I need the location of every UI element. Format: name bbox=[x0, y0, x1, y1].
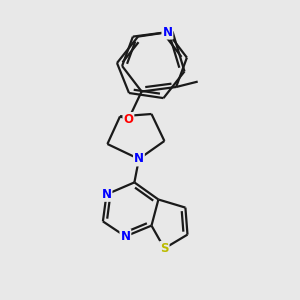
Text: S: S bbox=[160, 242, 169, 255]
Text: N: N bbox=[101, 188, 112, 201]
Text: N: N bbox=[162, 26, 172, 39]
Text: N: N bbox=[120, 230, 130, 243]
Text: O: O bbox=[123, 113, 134, 126]
Text: N: N bbox=[134, 152, 144, 166]
